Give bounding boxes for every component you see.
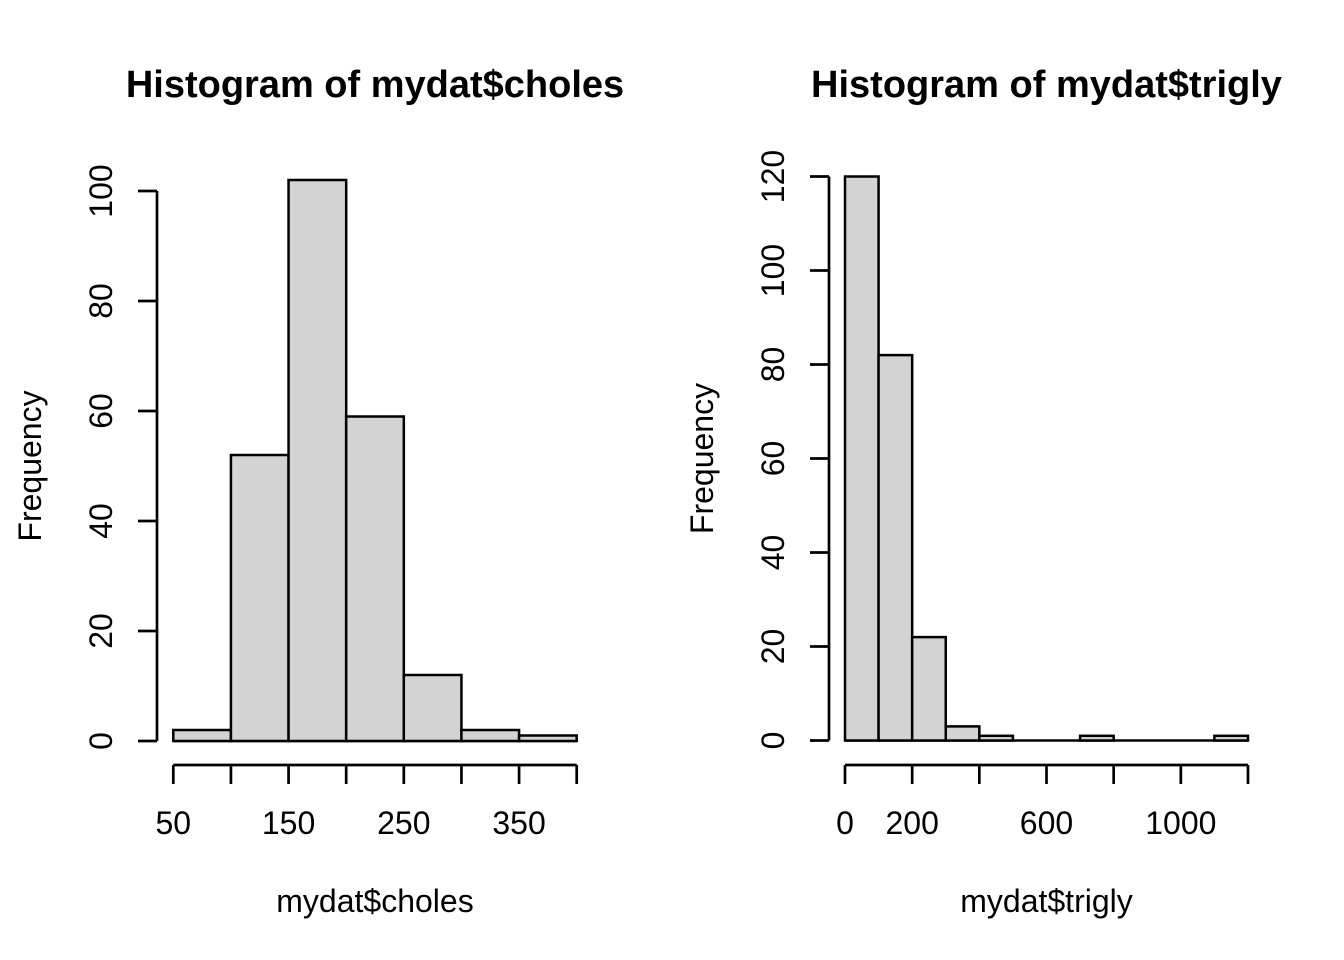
histogram-bar	[910, 635, 947, 742]
chart-title: Histogram of mydat$choles	[126, 64, 624, 106]
histogram-bar	[460, 728, 521, 743]
y-tick-label: 20	[755, 629, 791, 665]
y-tick-label: 80	[83, 283, 119, 319]
histogram-bar	[229, 453, 290, 743]
histogram-panel-choles: 0 20 40 60 80 100 50 150 250 350 Histogram of myda…	[12, 64, 624, 919]
y-tick-label: 100	[755, 244, 791, 297]
y-tick-label: 0	[83, 732, 119, 750]
y-tick-label: 60	[755, 441, 791, 477]
histogram-bar	[287, 178, 348, 743]
histogram-bar	[1213, 734, 1250, 742]
histogram-bar	[978, 734, 1015, 742]
x-tick-label: 600	[1020, 805, 1073, 841]
x-tick-label: 150	[262, 805, 315, 841]
chart-title: Histogram of mydat$trigly	[811, 64, 1282, 106]
y-tick-label: 0	[755, 732, 791, 750]
x-tick-label: 250	[377, 805, 430, 841]
histogram-bar	[402, 673, 463, 743]
y-tick-label: 100	[83, 164, 119, 217]
y-tick-label: 40	[83, 503, 119, 539]
histogram-bar	[517, 734, 578, 743]
y-tick-label: 60	[83, 393, 119, 429]
x-axis-label: mydat$trigly	[960, 883, 1133, 919]
y-tick-label: 120	[755, 150, 791, 203]
x-axis-label: mydat$choles	[276, 883, 473, 919]
x-tick-label: 0	[836, 805, 854, 841]
y-axis-label: Frequency	[684, 383, 720, 534]
y-tick-label: 40	[755, 535, 791, 571]
histogram-bar	[1078, 734, 1115, 742]
histogram-bar	[172, 728, 233, 743]
histogram-bar	[877, 353, 914, 742]
histogram-bar	[843, 175, 880, 742]
x-tick-label: 200	[885, 805, 938, 841]
x-tick-label: 350	[492, 805, 545, 841]
x-tick-label: 1000	[1145, 805, 1216, 841]
histogram-bar	[944, 725, 981, 742]
histogram-panel-trigly: 0 20 40 60 80 100 120 0 200 600 1000 Histogram of m…	[684, 64, 1282, 919]
histogram-bar	[344, 415, 406, 743]
y-axis-label: Frequency	[12, 390, 48, 541]
y-tick-label: 20	[83, 613, 119, 649]
x-tick-label: 50	[156, 805, 192, 841]
y-tick-label: 80	[755, 347, 791, 383]
